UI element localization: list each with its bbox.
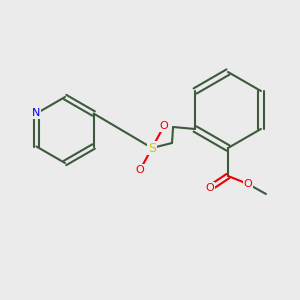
- Text: O: O: [244, 179, 252, 189]
- Text: N: N: [32, 109, 41, 118]
- Text: O: O: [160, 121, 168, 131]
- Text: S: S: [148, 142, 156, 154]
- Text: O: O: [206, 183, 214, 193]
- Text: O: O: [136, 165, 144, 175]
